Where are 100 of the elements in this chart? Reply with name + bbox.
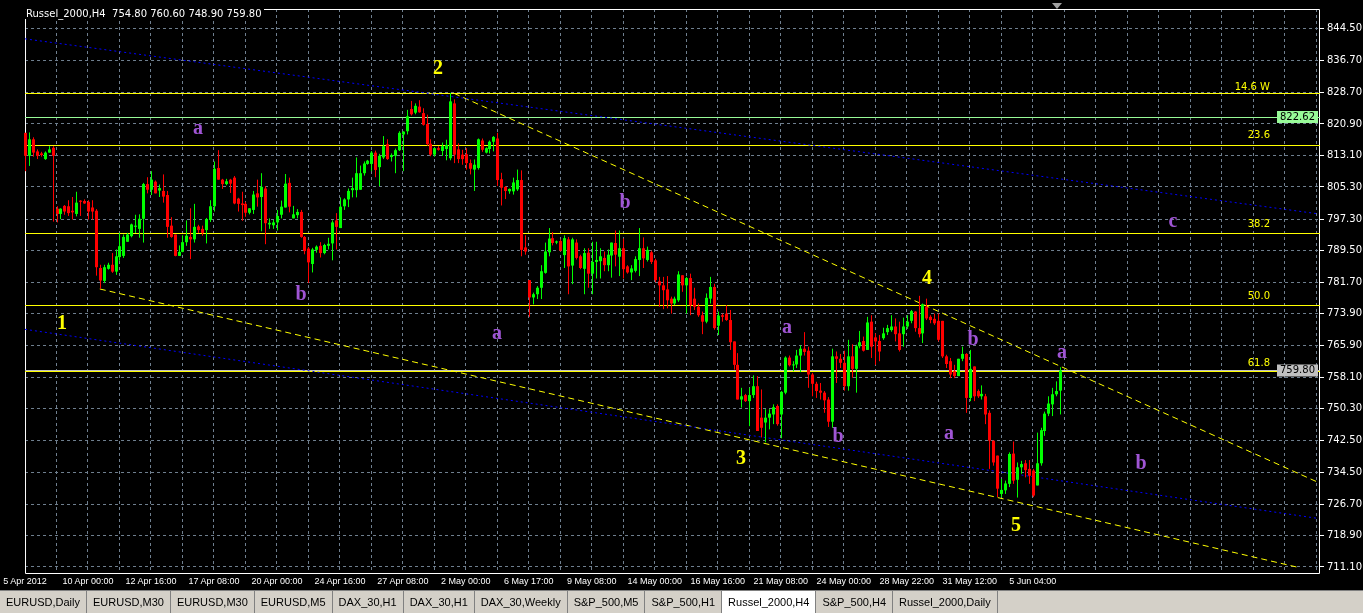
candlestick xyxy=(918,295,921,338)
candlestick xyxy=(516,169,519,192)
x-tick-label: 20 Apr 00:00 xyxy=(251,575,303,586)
candlestick xyxy=(339,196,342,229)
chart-title: Russel_2000,H4 754.80 760.60 748.90 759.80 xyxy=(24,8,264,19)
candlestick xyxy=(288,177,291,213)
x-tick-label: 5 Jun 04:00 xyxy=(1009,575,1057,586)
candlestick xyxy=(355,156,358,198)
candlestick xyxy=(772,403,775,425)
annotation: b xyxy=(1135,451,1147,473)
candlestick xyxy=(1000,478,1003,498)
annotation: b xyxy=(832,424,844,446)
candlestick xyxy=(811,372,814,397)
x-tick-label: 24 Apr 16:00 xyxy=(314,575,366,586)
candlestick xyxy=(591,241,594,295)
annotation: c xyxy=(1168,209,1178,231)
candlestick xyxy=(614,229,617,267)
candlestick xyxy=(925,298,928,321)
text: EURUSD,M30 xyxy=(86,591,171,613)
candlestick xyxy=(658,276,661,308)
text: DAX_30,H1 xyxy=(403,591,475,613)
candlestick xyxy=(256,179,259,208)
candlestick xyxy=(406,109,409,135)
candlestick xyxy=(87,199,90,221)
candlestick xyxy=(386,138,389,161)
y-tick-label: 828.70 xyxy=(1327,86,1362,98)
y-tick-label: 773.90 xyxy=(1327,307,1362,319)
y-tick-label: 742.50 xyxy=(1327,433,1362,445)
ref-line-label: 14.6 W xyxy=(1234,81,1271,93)
candlestick xyxy=(642,236,645,269)
annotation: b xyxy=(619,190,631,212)
candlestick xyxy=(260,172,263,232)
candlestick xyxy=(603,250,606,272)
candlestick xyxy=(1059,366,1062,415)
y-tick-label: 765.90 xyxy=(1327,339,1362,351)
annotation: a xyxy=(193,116,203,138)
x-tick-label: 27 Apr 08:00 xyxy=(377,575,429,586)
y-tick-label: 836.70 xyxy=(1327,53,1362,65)
candlestick xyxy=(150,170,153,196)
candlestick xyxy=(311,247,314,273)
candlestick xyxy=(823,390,826,414)
candlestick xyxy=(252,190,255,215)
candlestick xyxy=(52,145,55,223)
candlestick xyxy=(370,150,373,172)
x-tick-label: 9 May 08:00 xyxy=(567,575,617,586)
text: S&P_500,H4 xyxy=(816,591,894,613)
text: Russel_2000,H4 xyxy=(722,591,817,613)
annotation: a xyxy=(492,321,502,343)
x-tick-label: 31 May 12:00 xyxy=(942,575,997,586)
annotation: b xyxy=(967,327,979,349)
annotation: 4 xyxy=(922,266,932,288)
x-tick-label: 10 Apr 00:00 xyxy=(62,575,114,586)
candlestick xyxy=(949,357,952,379)
x-tick-label: 5 Apr 2012 xyxy=(3,575,47,586)
ref-line-label: 759.80 xyxy=(1280,364,1316,376)
y-tick-label: 718.90 xyxy=(1327,529,1362,541)
candlestick xyxy=(902,317,905,348)
candlestick xyxy=(914,310,917,333)
x-tick-label: 6 May 17:00 xyxy=(504,575,554,586)
candlestick xyxy=(28,131,31,167)
annotation: 61.8 xyxy=(1247,357,1270,368)
text: S&P_500,H1 xyxy=(645,591,723,613)
candlestick xyxy=(835,351,838,384)
annotation: 5 xyxy=(1011,513,1021,535)
candlestick xyxy=(610,242,613,279)
candlestick xyxy=(701,311,704,335)
candlestick xyxy=(24,132,27,172)
x-tick-label: 14 May 00:00 xyxy=(627,575,683,586)
candlestick xyxy=(622,238,625,279)
candlestick xyxy=(374,150,377,178)
candlestick xyxy=(99,264,102,290)
candlestick xyxy=(103,264,106,284)
annotation: b xyxy=(295,282,307,304)
candlestick xyxy=(827,396,830,428)
x-tick-label: 24 May 00:00 xyxy=(816,575,871,586)
y-tick-label: 789.50 xyxy=(1327,244,1362,256)
candlestick xyxy=(1051,387,1054,417)
ref-line-label: 822.62 xyxy=(1280,110,1316,122)
y-tick-label: 813.10 xyxy=(1327,149,1362,161)
y-tick-label: 711.10 xyxy=(1327,560,1362,572)
text: DAX_30,H1 xyxy=(332,591,404,613)
annotation: 1 xyxy=(57,311,67,333)
x-tick-label: 2 May 00:00 xyxy=(441,575,491,586)
candlestick xyxy=(799,344,802,373)
candlestick xyxy=(748,387,751,427)
candlestick xyxy=(217,149,220,181)
y-tick-label: 844.50 xyxy=(1327,22,1362,34)
candlestick xyxy=(685,276,688,315)
candlestick xyxy=(618,229,621,277)
y-tick-label: 797.30 xyxy=(1327,212,1362,224)
candlestick xyxy=(335,212,338,250)
candlestick xyxy=(32,136,35,158)
candlestick xyxy=(193,203,196,244)
text: EURUSD,M5 xyxy=(254,591,333,613)
annotation: 50.0 xyxy=(1247,290,1270,301)
candlestick xyxy=(599,247,602,279)
text: Russel_2000,Daily xyxy=(893,591,998,613)
candlestick xyxy=(284,173,287,208)
annotation: a xyxy=(1057,340,1067,362)
candlestick xyxy=(768,408,771,430)
